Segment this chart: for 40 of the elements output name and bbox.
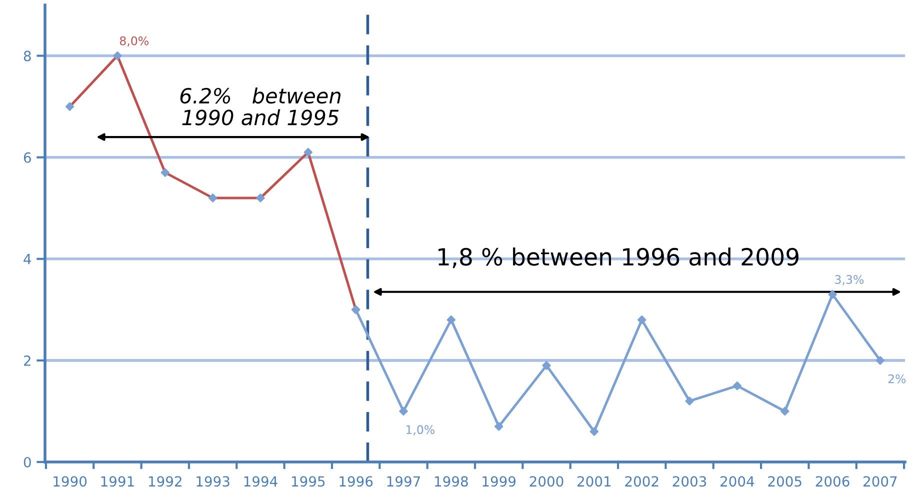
point	[399, 406, 408, 416]
annotation: 3,3%	[835, 275, 864, 286]
x-tick-label: 2006	[816, 476, 850, 487]
x-tick-label: 1998	[435, 476, 468, 487]
point	[494, 422, 504, 431]
point	[780, 406, 790, 416]
x-tick-label: 2003	[672, 476, 706, 487]
point	[828, 290, 837, 299]
x-tick-label: 1995	[292, 476, 325, 487]
annotation: 2%	[888, 374, 906, 384]
annotation: 6.2% between 1990 and 1995	[180, 87, 341, 126]
y-tick-label: 0	[24, 456, 31, 468]
x-tick-label: 1990	[54, 476, 87, 487]
x-tick-label: 1994	[244, 476, 278, 487]
annotation: 8,0%	[120, 36, 148, 47]
x-tick-label: 2002	[625, 476, 658, 487]
point	[446, 315, 456, 324]
x-tick-label: 1992	[148, 476, 182, 487]
point	[542, 361, 551, 370]
x-tick-label: 2005	[768, 476, 802, 487]
point	[876, 356, 885, 365]
x-tick-label: 2000	[530, 476, 564, 487]
annotation: 1,8 % between 1996 and 2009	[438, 247, 798, 268]
point	[637, 315, 646, 324]
point	[590, 427, 599, 436]
x-tick-label: 1997	[387, 476, 420, 487]
x-tick-label: 1991	[101, 476, 134, 487]
x-tick-label: 2007	[864, 476, 897, 487]
x-tick-label: 1993	[196, 476, 230, 487]
point	[685, 396, 694, 406]
annotation: 1,0%	[406, 425, 435, 436]
x-tick-label: 1999	[482, 476, 516, 487]
x-tick-label: 2001	[578, 476, 611, 487]
y-tick-label: 6	[24, 152, 31, 163]
y-tick-label: 4	[24, 254, 32, 264]
y-tick-label: 2	[24, 355, 30, 366]
x-tick-label: 1996	[340, 476, 373, 487]
y-tick-label: 8	[24, 50, 31, 62]
x-tick-label: 2004	[720, 476, 754, 487]
point	[732, 381, 742, 390]
